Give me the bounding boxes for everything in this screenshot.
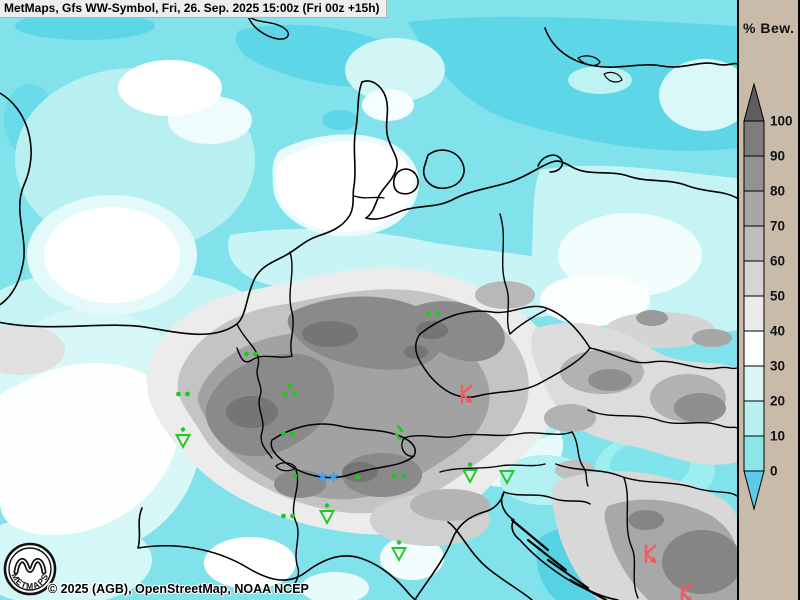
legend-segment (743, 330, 765, 367)
wx-symbol-rain-3dots (282, 384, 298, 397)
legend-tick-label: 40 (770, 324, 785, 339)
legend-title: % Bew. (743, 20, 795, 36)
legend-tick-label: 10 (770, 429, 785, 444)
legend-segment (743, 400, 765, 437)
legend-segment (743, 120, 765, 157)
map-title-bar: MetMaps, Gfs WW-Symbol, Fri, 26. Sep. 20… (0, 0, 387, 18)
legend-tick-label: 100 (770, 114, 793, 129)
legend-down-arrow (743, 470, 765, 511)
map-canvas[interactable] (0, 0, 737, 600)
legend-segment (743, 190, 765, 227)
metmaps-logo[interactable]: METMAPS (2, 541, 59, 598)
wx-symbol-shower (498, 470, 516, 485)
wx-symbol-drizzle-2dots (281, 431, 295, 437)
map-title-text: MetMaps, Gfs WW-Symbol, Fri, 26. Sep. 20… (4, 1, 380, 15)
copyright-text: © 2025 (AGB), OpenStreetMap, NOAA NCEP (48, 582, 309, 596)
wx-symbol-dot (355, 474, 361, 480)
legend-panel: % Bew. 100 90 80 70 60 50 40 30 20 10 0 (737, 0, 800, 600)
legend-segment (743, 155, 765, 192)
legend-tick-label: 30 (770, 359, 785, 374)
legend-tick-label: 70 (770, 219, 785, 234)
legend-segment (743, 260, 765, 297)
logo-text: METMAPS (9, 571, 49, 591)
wx-symbol-dot (292, 473, 298, 479)
wx-symbol-drizzle-2dots (426, 310, 440, 316)
wx-symbol-snow-2stars (317, 472, 339, 482)
wx-symbol-drizzle-comma (394, 424, 404, 441)
legend-tick-label: 0 (770, 464, 778, 479)
legend-tick-label: 60 (770, 254, 785, 269)
wx-symbol-shower-dot (174, 427, 192, 449)
legend-segment (743, 295, 765, 332)
wx-symbol-drizzle-2dots (392, 473, 406, 479)
legend-segment (743, 365, 765, 402)
wx-symbol-shower-dot (461, 462, 479, 484)
weather-symbols-layer (174, 310, 693, 600)
logo-wave-highlight (15, 559, 45, 573)
weather-map[interactable]: MetMaps, Gfs WW-Symbol, Fri, 26. Sep. 20… (0, 0, 737, 600)
legend-tick-label: 20 (770, 394, 785, 409)
wx-symbol-thunderstorm (680, 583, 693, 600)
svg-text:METMAPS: METMAPS (9, 571, 50, 591)
wx-symbol-drizzle-2dots (281, 513, 295, 519)
wx-symbol-shower-dot (318, 503, 336, 525)
wx-symbol-shower-dot (390, 540, 408, 562)
legend-tick-label: 80 (770, 184, 785, 199)
wx-symbol-drizzle-2dots (244, 351, 258, 357)
legend-up-arrow (743, 82, 765, 122)
country-borders-layer (0, 15, 737, 600)
legend-segment (743, 435, 765, 472)
wx-symbol-thunderstorm (460, 384, 473, 404)
wx-symbol-drizzle-2dots (176, 391, 190, 397)
legend-tick-label: 90 (770, 149, 785, 164)
logo-inner-ring (8, 547, 52, 591)
legend-tick-label: 50 (770, 289, 785, 304)
legend-segment (743, 225, 765, 262)
cloud-shading-layer (0, 12, 737, 600)
wx-symbol-thunderstorm (644, 544, 657, 564)
